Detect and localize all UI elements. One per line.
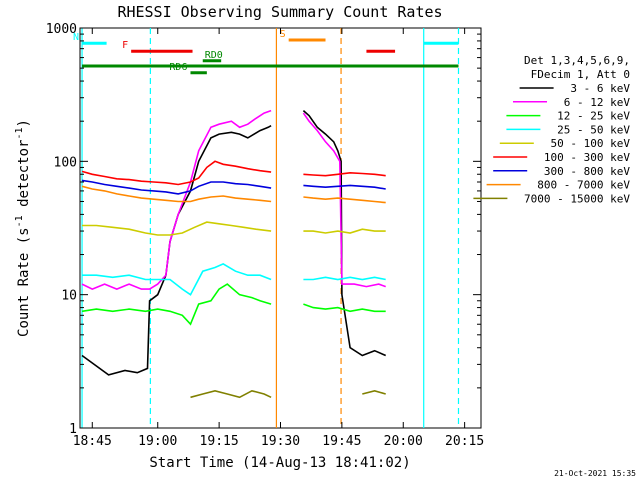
footer-date: 21-Oct-2021 15:35 [554, 469, 636, 478]
legend-header: FDecim 1, Att 0 [531, 68, 630, 81]
legend-header: Det 1,3,4,5,6,9, [524, 54, 630, 67]
state-vlines [81, 28, 460, 428]
series-line [81, 283, 272, 326]
x-tick-label: 18:45 [73, 434, 112, 449]
y-axis-label-sup1: -1 [14, 215, 25, 227]
state-bar-label: RD6 [169, 62, 187, 73]
x-tick-label: 19:00 [138, 434, 177, 449]
y-axis-label-part3: ) [16, 119, 32, 127]
y-tick-label: 1 [69, 422, 77, 437]
y-axis-label-part2: detector [16, 140, 32, 216]
plot-frame [79, 27, 482, 429]
y-axis-label-part1: Count Rate (s [16, 227, 32, 337]
y-tick-label: 100 [54, 155, 77, 170]
x-tick-label: 19:15 [200, 434, 239, 449]
legend: Det 1,3,4,5,6,9,FDecim 1, Att 03 - 6 keV… [473, 54, 630, 205]
series-line [82, 221, 272, 236]
state-bar-label: F [122, 40, 128, 51]
series-line [302, 112, 386, 288]
chart-title: RHESSI Observing Summary Count Rates [117, 3, 442, 21]
y-tick-label: 10 [61, 289, 77, 304]
series-line [81, 124, 272, 376]
series-line [303, 196, 386, 204]
y-axis-ticks: 1 10 100 1000 [46, 22, 481, 437]
series-line [303, 303, 386, 313]
series-line [81, 179, 272, 195]
x-tick-label: 20:15 [445, 434, 484, 449]
x-axis-ticks: 18:45 19:00 19:15 19:30 19:45 20:00 20:15 [73, 28, 484, 449]
y-axis-label-sup2: -1 [14, 127, 25, 139]
series-line [81, 109, 272, 290]
x-axis-label: Start Time (14-Aug-13 18:41:02) [149, 455, 410, 471]
series-line [302, 110, 387, 357]
x-tick-label: 20:00 [384, 434, 423, 449]
state-bar-label: S [280, 29, 286, 40]
legend-label: 50 - 100 keV [551, 137, 631, 150]
legend-label: 6 - 12 keV [564, 96, 631, 109]
series-line [303, 171, 386, 177]
series-line [81, 185, 272, 203]
legend-label: 3 - 6 keV [570, 82, 630, 95]
series-line [303, 276, 386, 281]
x-tick-label: 19:30 [261, 434, 300, 449]
y-axis-label: Count Rate (s-1 detector-1) [14, 119, 32, 337]
series-line [362, 389, 386, 395]
legend-label: 300 - 800 keV [544, 165, 630, 178]
legend-label: 12 - 25 keV [557, 110, 630, 123]
series-line [81, 160, 272, 186]
y-tick-label: 1000 [46, 22, 77, 37]
series-line [303, 228, 386, 234]
series-line [82, 263, 272, 296]
series-line [190, 389, 272, 399]
state-bar-label: RD0 [205, 50, 223, 61]
state-bars: N S F RD0 RD6 [73, 29, 459, 75]
legend-label: 100 - 300 keV [544, 151, 630, 164]
series-lines [81, 109, 387, 399]
x-tick-label: 19:45 [322, 434, 361, 449]
legend-label: 800 - 7000 keV [537, 179, 630, 192]
state-bar-label: N [73, 32, 79, 43]
series-line [303, 184, 386, 190]
legend-label: 7000 - 15000 keV [524, 192, 630, 205]
legend-label: 25 - 50 keV [557, 123, 630, 136]
